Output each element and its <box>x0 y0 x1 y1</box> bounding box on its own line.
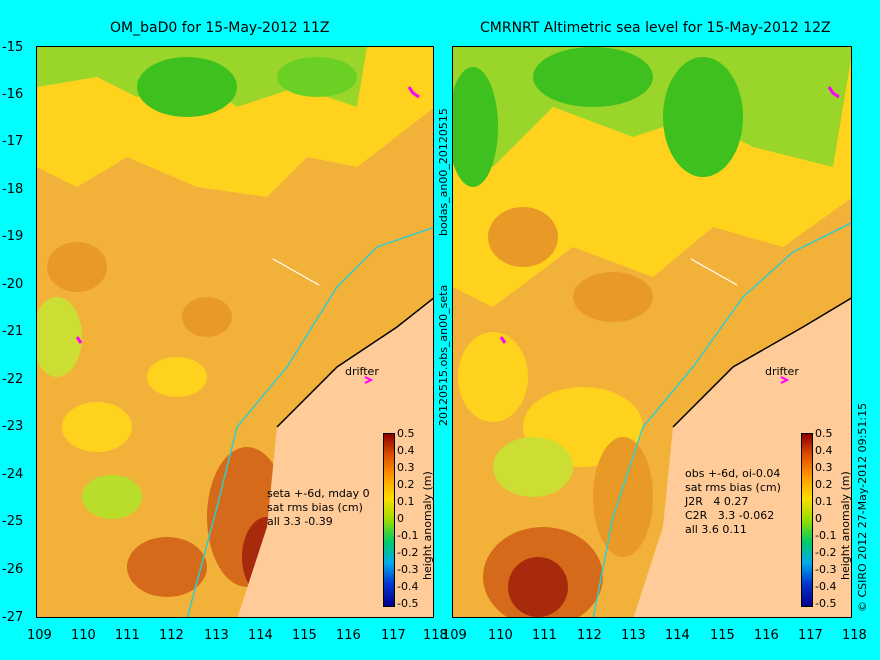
cb-tick: 0.1 <box>397 495 415 508</box>
right-drifter-label: drifter <box>765 365 799 378</box>
y-tick: -22 <box>2 372 24 387</box>
y-tick: -23 <box>2 419 24 434</box>
cb-tick: 0.5 <box>397 427 415 440</box>
x-tick-left: 112 <box>159 628 184 643</box>
y-tick: -26 <box>2 562 24 577</box>
x-tick-right: 109 <box>442 628 467 643</box>
cb-tick: 0.1 <box>815 495 833 508</box>
cb-tick: -0.2 <box>397 546 419 559</box>
cb-tick: 0 <box>815 512 822 525</box>
x-tick-left: 111 <box>115 628 140 643</box>
cb-tick: -0.3 <box>397 563 419 576</box>
cb-tick: 0.5 <box>815 427 833 440</box>
cb-tick: -0.2 <box>815 546 837 559</box>
cb-tick: -0.5 <box>397 597 419 610</box>
y-tick: -16 <box>2 87 24 102</box>
x-tick-left: 115 <box>292 628 317 643</box>
x-tick-left: 109 <box>27 628 52 643</box>
copyright-label: © CSIRO 2012 27-May-2012 09:51:15 <box>856 402 869 612</box>
y-tick: -27 <box>2 610 24 625</box>
bodas-label: bodas_an00_20120515 <box>437 108 450 236</box>
x-tick-right: 118 <box>842 628 867 643</box>
x-tick-right: 114 <box>665 628 690 643</box>
y-tick: -25 <box>2 514 24 529</box>
cb-tick: 0.2 <box>815 478 833 491</box>
x-tick-right: 110 <box>488 628 513 643</box>
y-tick: -24 <box>2 467 24 482</box>
x-tick-left: 113 <box>204 628 229 643</box>
cb-tick: -0.4 <box>815 580 837 593</box>
x-tick-left: 116 <box>336 628 361 643</box>
left-panel-title: OM_baD0 for 15-May-2012 11Z <box>110 20 330 36</box>
x-tick-right: 112 <box>577 628 602 643</box>
y-tick: -19 <box>2 229 24 244</box>
left-map-panel: drifter seta +-6d, mday 0 sat rms bias (… <box>36 46 434 618</box>
y-tick: -18 <box>2 182 24 197</box>
x-tick-right: 115 <box>710 628 735 643</box>
right-map-svg <box>453 47 851 617</box>
y-tick: -21 <box>2 324 24 339</box>
cb-tick: 0.4 <box>397 444 415 457</box>
cb-tick: 0.4 <box>815 444 833 457</box>
cb-tick: -0.1 <box>397 529 419 542</box>
x-tick-left: 118 <box>423 628 448 643</box>
x-tick-right: 117 <box>798 628 823 643</box>
right-panel-title: CMRNRT Altimetric sea level for 15-May-2… <box>480 20 831 36</box>
x-tick-left: 114 <box>248 628 273 643</box>
left-colorbar <box>383 433 395 607</box>
x-tick-right: 111 <box>532 628 557 643</box>
cb-tick: 0.2 <box>397 478 415 491</box>
cb-tick: 0.3 <box>815 461 833 474</box>
right-map-panel: drifter obs +-6d, oi-0.04 sat rms bias (… <box>452 46 852 618</box>
x-tick-left: 110 <box>71 628 96 643</box>
cb-tick: -0.3 <box>815 563 837 576</box>
x-tick-right: 113 <box>621 628 646 643</box>
y-tick: -20 <box>2 277 24 292</box>
obs-label: 20120515.obs_an00_seta <box>437 284 450 426</box>
right-colorbar <box>801 433 813 607</box>
x-tick-left: 117 <box>381 628 406 643</box>
cb-tick: -0.1 <box>815 529 837 542</box>
right-colorbar-label: height anomaly (m) <box>839 471 852 580</box>
left-colorbar-label: height anomaly (m) <box>421 471 434 580</box>
right-annotation: obs +-6d, oi-0.04 sat rms bias (cm) J2R … <box>685 467 781 536</box>
cb-tick: -0.5 <box>815 597 837 610</box>
left-drifter-label: drifter <box>345 365 379 378</box>
left-map-svg <box>37 47 433 617</box>
cb-tick: 0 <box>397 512 404 525</box>
y-tick: -15 <box>2 40 24 55</box>
cb-tick: -0.4 <box>397 580 419 593</box>
cb-tick: 0.3 <box>397 461 415 474</box>
left-annotation: seta +-6d, mday 0 sat rms bias (cm) all … <box>267 487 370 528</box>
x-tick-right: 116 <box>754 628 779 643</box>
y-tick: -17 <box>2 134 24 149</box>
